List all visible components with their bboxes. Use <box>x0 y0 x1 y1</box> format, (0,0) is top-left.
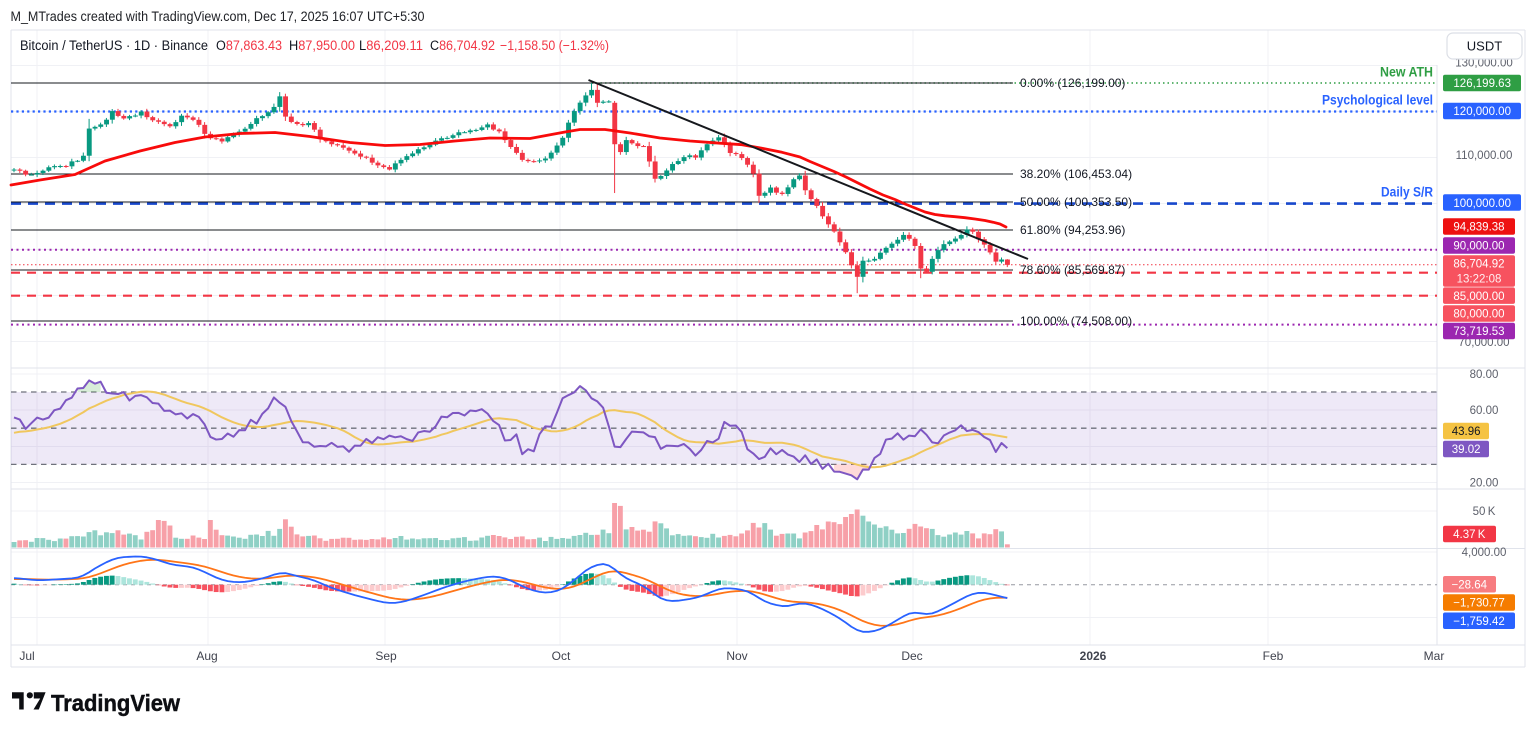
svg-text:−28.64: −28.64 <box>1452 580 1488 592</box>
svg-text:126,199.63: 126,199.63 <box>1453 78 1511 90</box>
svg-text:Mar: Mar <box>1424 649 1445 663</box>
svg-text:M_MTrades created with Trading: M_MTrades created with TradingView.com, … <box>11 9 425 24</box>
svg-text:4.37 K: 4.37 K <box>1453 529 1486 541</box>
svg-text:20.00: 20.00 <box>1470 478 1499 490</box>
svg-text:73,719.53: 73,719.53 <box>1453 326 1504 338</box>
svg-text:−1,730.77: −1,730.77 <box>1453 598 1504 610</box>
svg-text:Dec: Dec <box>901 649 922 663</box>
svg-text:39.02: 39.02 <box>1452 444 1481 456</box>
svg-text:TradingView: TradingView <box>51 690 180 716</box>
svg-text:13:22:08: 13:22:08 <box>1457 273 1502 285</box>
svg-text:0.00% (126,199.00): 0.00% (126,199.00) <box>1020 76 1125 90</box>
svg-text:Psychological level: Psychological level <box>1322 93 1433 108</box>
svg-text:Nov: Nov <box>726 649 747 663</box>
svg-text:90,000.00: 90,000.00 <box>1453 241 1504 253</box>
svg-text:C86,704.92: C86,704.92 <box>430 38 495 53</box>
svg-text:50 K: 50 K <box>1473 506 1496 518</box>
svg-text:2026: 2026 <box>1080 649 1107 663</box>
svg-text:70,000.00: 70,000.00 <box>1458 337 1509 349</box>
svg-text:4,000.00: 4,000.00 <box>1462 547 1507 559</box>
svg-text:120,000.00: 120,000.00 <box>1453 106 1511 118</box>
svg-text:Feb: Feb <box>1263 649 1284 663</box>
svg-text:Sep: Sep <box>375 649 397 663</box>
svg-text:100,000.00: 100,000.00 <box>1453 198 1511 210</box>
svg-text:USDT: USDT <box>1467 39 1502 54</box>
svg-text:H87,950.00: H87,950.00 <box>289 38 355 53</box>
svg-text:50.00% (100,353.50): 50.00% (100,353.50) <box>1020 195 1132 209</box>
svg-text:Jul: Jul <box>19 649 34 663</box>
svg-text:O87,863.43: O87,863.43 <box>216 38 282 53</box>
svg-text:Bitcoin / TetherUS · 1D · Bina: Bitcoin / TetherUS · 1D · Binance <box>20 38 208 53</box>
svg-text:61.80% (94,253.96): 61.80% (94,253.96) <box>1020 223 1125 237</box>
svg-text:L86,209.11: L86,209.11 <box>359 38 423 53</box>
svg-text:Aug: Aug <box>196 649 217 663</box>
svg-text:78.60% (85,569.87): 78.60% (85,569.87) <box>1020 263 1125 277</box>
svg-text:Daily S/R: Daily S/R <box>1381 185 1433 200</box>
svg-text:80,000.00: 80,000.00 <box>1453 309 1504 321</box>
svg-text:100.00% (74,508.00): 100.00% (74,508.00) <box>1020 314 1132 328</box>
svg-text:130,000.00: 130,000.00 <box>1455 58 1513 70</box>
svg-text:110,000.00: 110,000.00 <box>1456 150 1513 162</box>
svg-text:43.96: 43.96 <box>1452 426 1481 438</box>
svg-text:−1,158.50 (−1.32%): −1,158.50 (−1.32%) <box>500 38 609 53</box>
svg-text:38.20% (106,453.04): 38.20% (106,453.04) <box>1020 167 1132 181</box>
svg-text:New ATH: New ATH <box>1380 65 1433 80</box>
svg-text:80.00: 80.00 <box>1470 369 1499 381</box>
svg-text:Oct: Oct <box>552 649 571 663</box>
svg-text:85,000.00: 85,000.00 <box>1453 291 1504 303</box>
svg-text:94,839.38: 94,839.38 <box>1453 222 1504 234</box>
svg-text:−1,759.42: −1,759.42 <box>1453 616 1504 628</box>
svg-text:60.00: 60.00 <box>1470 405 1499 417</box>
svg-text:86,704.92: 86,704.92 <box>1453 258 1504 270</box>
